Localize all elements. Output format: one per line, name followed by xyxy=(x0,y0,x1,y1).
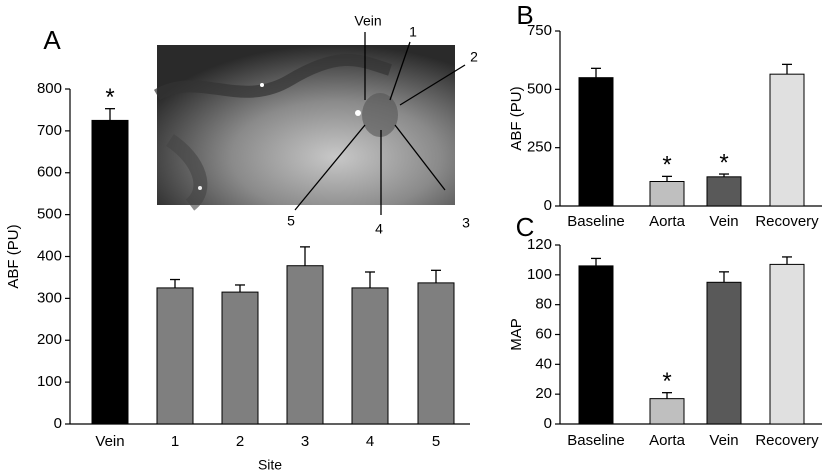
inset-label: 1 xyxy=(409,24,417,40)
inset-label: 5 xyxy=(287,213,295,229)
x-tick-label: 4 xyxy=(366,433,374,450)
y-tick-label: 0 xyxy=(544,197,552,214)
error-bar xyxy=(591,257,601,266)
x-axis-title: Site xyxy=(258,457,282,473)
error-bar xyxy=(782,256,792,265)
bar xyxy=(769,263,805,425)
error-bar xyxy=(719,173,729,177)
y-axis-title: ABF (PU) xyxy=(508,86,525,150)
y-tick-label: 700 xyxy=(37,122,62,139)
bar xyxy=(578,265,614,425)
error-bar xyxy=(235,284,245,293)
y-tick-label: 0 xyxy=(54,415,62,432)
significance-mark: * xyxy=(662,368,671,395)
bar xyxy=(351,287,389,425)
significance-mark: * xyxy=(662,152,671,179)
error-bar xyxy=(431,269,441,283)
bar xyxy=(417,282,455,425)
inset-photo xyxy=(153,45,455,211)
y-axis-title: MAP xyxy=(508,318,525,351)
error-bar xyxy=(662,392,672,399)
error-bar xyxy=(782,63,792,75)
bar xyxy=(649,398,685,425)
bar xyxy=(769,73,805,207)
bar xyxy=(286,265,324,425)
x-tick-label: Aorta xyxy=(649,432,686,449)
bar xyxy=(221,291,259,425)
panel-letter: A xyxy=(43,25,61,55)
bar xyxy=(91,119,129,425)
error-bar xyxy=(591,67,601,78)
x-tick-label: 1 xyxy=(171,433,179,450)
error-bar xyxy=(719,271,729,283)
y-tick-label: 120 xyxy=(527,236,552,253)
y-tick-label: 500 xyxy=(37,206,62,223)
y-tick-label: 100 xyxy=(527,266,552,283)
y-tick-label: 200 xyxy=(37,331,62,348)
inset-label: 3 xyxy=(462,215,470,231)
x-tick-label: Vein xyxy=(709,432,738,449)
x-tick-label: Recovery xyxy=(755,213,819,230)
inset-label: 2 xyxy=(470,49,478,65)
inset-label: 4 xyxy=(375,221,383,237)
x-tick-label: Vein xyxy=(95,433,124,450)
error-bar xyxy=(170,278,180,288)
bar xyxy=(578,77,614,207)
bar xyxy=(706,281,742,425)
x-tick-label: 5 xyxy=(432,433,440,450)
y-tick-label: 750 xyxy=(527,22,552,39)
y-tick-label: 100 xyxy=(37,373,62,390)
y-tick-label: 500 xyxy=(527,80,552,97)
y-tick-label: 300 xyxy=(37,289,62,306)
panel-letter: B xyxy=(516,0,533,30)
significance-mark: * xyxy=(719,149,728,176)
x-tick-label: Vein xyxy=(709,213,738,230)
y-tick-label: 40 xyxy=(535,355,552,372)
significance-mark: * xyxy=(105,84,114,111)
y-tick-label: 800 xyxy=(37,80,62,97)
error-bar xyxy=(662,175,672,182)
error-bar xyxy=(105,108,115,121)
y-tick-label: 60 xyxy=(535,325,552,342)
x-tick-label: Baseline xyxy=(567,432,625,449)
x-tick-label: 2 xyxy=(236,433,244,450)
y-tick-label: 0 xyxy=(544,415,552,432)
y-tick-label: 80 xyxy=(535,296,552,313)
y-tick-label: 20 xyxy=(535,385,552,402)
y-tick-label: 400 xyxy=(37,247,62,264)
inset-pointers xyxy=(294,32,466,215)
panel-letter: C xyxy=(516,212,535,242)
error-bar xyxy=(365,271,375,288)
x-tick-label: 3 xyxy=(301,433,309,450)
x-tick-label: Recovery xyxy=(755,432,819,449)
inset-label: Vein xyxy=(354,13,381,29)
y-tick-label: 600 xyxy=(37,164,62,181)
y-axis-title: ABF (PU) xyxy=(5,224,22,288)
bar xyxy=(649,181,685,207)
x-tick-label: Baseline xyxy=(567,213,625,230)
error-bar xyxy=(300,246,310,266)
bar xyxy=(156,287,194,425)
x-tick-label: Aorta xyxy=(649,213,686,230)
bar xyxy=(706,176,742,207)
y-tick-label: 250 xyxy=(527,139,552,156)
